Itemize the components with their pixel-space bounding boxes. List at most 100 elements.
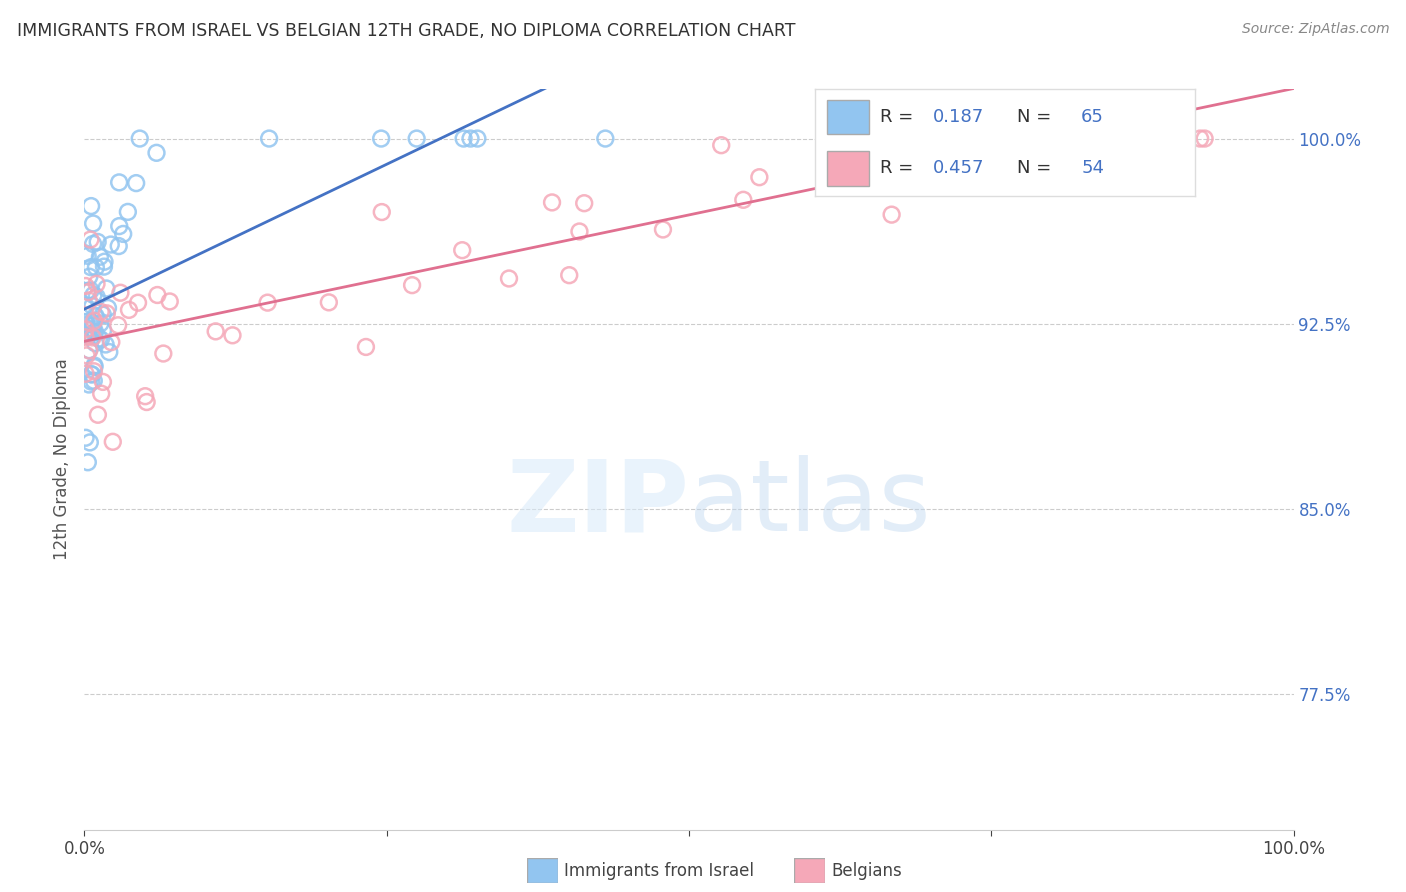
Point bbox=[75, 318, 97, 332]
Point bbox=[145, 145, 167, 160]
Point bbox=[83, 288, 105, 302]
Point bbox=[76, 284, 98, 298]
Point bbox=[107, 239, 129, 253]
FancyBboxPatch shape bbox=[527, 858, 558, 883]
Point bbox=[82, 330, 104, 344]
Point bbox=[75, 322, 97, 336]
Point bbox=[710, 138, 733, 153]
Point bbox=[125, 176, 148, 190]
Point bbox=[652, 222, 675, 236]
Point bbox=[118, 302, 141, 317]
Point bbox=[86, 290, 108, 304]
Point bbox=[80, 260, 103, 275]
Point bbox=[370, 131, 392, 145]
Point bbox=[83, 314, 105, 328]
Text: R =: R = bbox=[880, 160, 920, 178]
Point bbox=[405, 131, 427, 145]
Point bbox=[108, 219, 131, 234]
Point bbox=[93, 254, 115, 268]
Text: 65: 65 bbox=[1081, 108, 1104, 126]
Point bbox=[80, 375, 103, 389]
Point bbox=[221, 328, 243, 343]
Point bbox=[82, 318, 104, 333]
Point bbox=[354, 340, 377, 354]
Text: 0.457: 0.457 bbox=[934, 160, 984, 178]
Point bbox=[75, 315, 97, 329]
Point bbox=[89, 317, 111, 331]
Point bbox=[498, 271, 520, 285]
Point bbox=[75, 330, 97, 344]
Point bbox=[997, 131, 1019, 145]
Point bbox=[818, 131, 841, 145]
Point bbox=[90, 333, 112, 347]
Point bbox=[96, 306, 118, 320]
Point bbox=[89, 250, 111, 264]
Point bbox=[880, 208, 903, 222]
Point bbox=[87, 408, 110, 422]
Point bbox=[451, 243, 474, 257]
Text: Immigrants from Israel: Immigrants from Israel bbox=[564, 862, 754, 880]
Point bbox=[83, 359, 105, 374]
Point bbox=[76, 348, 98, 362]
Text: ZIP: ZIP bbox=[506, 455, 689, 552]
Text: N =: N = bbox=[1017, 160, 1057, 178]
Point bbox=[91, 308, 114, 322]
Point bbox=[83, 326, 105, 340]
Point bbox=[159, 294, 181, 309]
Point bbox=[1085, 136, 1108, 151]
Point bbox=[82, 217, 104, 231]
Point bbox=[453, 131, 475, 145]
Point bbox=[117, 205, 139, 219]
Text: 54: 54 bbox=[1081, 160, 1104, 178]
Point bbox=[460, 131, 482, 145]
Point bbox=[128, 131, 150, 145]
Point bbox=[75, 246, 97, 260]
Point bbox=[84, 325, 107, 339]
Point bbox=[83, 359, 105, 373]
Point bbox=[112, 227, 135, 241]
Point bbox=[80, 368, 103, 382]
FancyBboxPatch shape bbox=[827, 152, 869, 186]
Point bbox=[93, 260, 115, 274]
Point bbox=[98, 345, 121, 359]
Point bbox=[541, 195, 564, 210]
Point bbox=[82, 329, 104, 343]
Point bbox=[79, 435, 101, 450]
Point bbox=[101, 434, 124, 449]
Point bbox=[204, 324, 226, 338]
Point bbox=[77, 285, 100, 299]
Point bbox=[595, 131, 617, 145]
Point bbox=[318, 295, 340, 310]
Point bbox=[100, 237, 122, 252]
FancyBboxPatch shape bbox=[827, 100, 869, 134]
Point bbox=[1194, 131, 1216, 145]
Point bbox=[574, 196, 596, 211]
Text: Source: ZipAtlas.com: Source: ZipAtlas.com bbox=[1241, 22, 1389, 37]
Point bbox=[980, 131, 1002, 145]
Point bbox=[96, 281, 118, 295]
Point bbox=[82, 299, 104, 313]
Point bbox=[1189, 131, 1212, 145]
Point bbox=[84, 336, 107, 351]
Point bbox=[84, 309, 107, 323]
Text: IMMIGRANTS FROM ISRAEL VS BELGIAN 12TH GRADE, NO DIPLOMA CORRELATION CHART: IMMIGRANTS FROM ISRAEL VS BELGIAN 12TH G… bbox=[17, 22, 796, 40]
Point bbox=[91, 375, 114, 389]
Point bbox=[733, 193, 755, 207]
Point bbox=[107, 318, 129, 333]
Text: Belgians: Belgians bbox=[831, 862, 901, 880]
Point bbox=[75, 431, 97, 445]
Point bbox=[76, 249, 98, 263]
Point bbox=[558, 268, 581, 282]
Point bbox=[82, 316, 104, 330]
Point bbox=[84, 260, 107, 275]
Point bbox=[76, 455, 98, 469]
Point bbox=[401, 278, 423, 293]
Point bbox=[82, 236, 104, 251]
Point bbox=[110, 285, 132, 300]
Text: atlas: atlas bbox=[689, 455, 931, 552]
Text: R =: R = bbox=[880, 108, 920, 126]
Point bbox=[77, 343, 100, 358]
Point bbox=[257, 131, 280, 145]
Point bbox=[90, 305, 112, 319]
Point bbox=[75, 299, 97, 313]
